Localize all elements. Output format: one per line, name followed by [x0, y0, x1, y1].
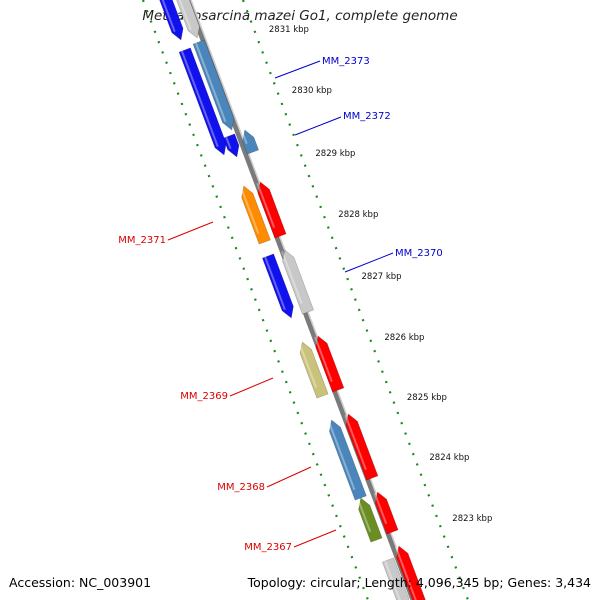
gene-arrow-blue[interactable] [178, 47, 227, 156]
gene-label-leader [266, 466, 312, 488]
gene-label[interactable]: MM_2370 [395, 248, 443, 259]
gene-label[interactable]: MM_2373 [322, 56, 370, 67]
gene-label-leader [229, 377, 274, 397]
gene-label-leader [167, 221, 214, 241]
ruler-left [141, 0, 370, 600]
kbp-tick-label: 2826 kbp [384, 333, 424, 343]
gene-label[interactable]: MM_2369 [180, 391, 228, 402]
gene-arrow-blue[interactable] [223, 133, 240, 158]
gene-arrow-grey[interactable] [174, 0, 200, 39]
gene-features [157, 0, 429, 600]
gene-arrow-red[interactable] [315, 335, 345, 393]
gene-arrow-blue[interactable] [262, 253, 294, 319]
kbp-tick-label: 2830 kbp [292, 86, 332, 96]
gene-arrow-highlight [264, 256, 286, 311]
gene-arrow-highlight [327, 420, 356, 491]
genome-stats-text: Topology: circular; Length: 4,096,345 bp… [247, 575, 591, 590]
ruler-right [241, 0, 470, 600]
gene-arrow-highlight [240, 130, 248, 145]
kbp-tick-label: 2829 kbp [315, 149, 355, 159]
gene-arrow-steelblue[interactable] [192, 39, 235, 131]
gene-arrow-red[interactable] [345, 413, 379, 481]
kbp-ticks: 2831 kbp 2830 kbp 2829 kbp 2828 kbp 2827 kbp… [269, 25, 492, 524]
gene-arrow-grey[interactable] [282, 249, 314, 315]
gene-arrow-highlight [225, 136, 232, 150]
gene-label[interactable]: MM_2372 [343, 111, 391, 122]
gene-arrow-highlight [280, 250, 303, 305]
gene-arrow-olive[interactable] [358, 497, 383, 543]
gene-arrow-highlight [298, 342, 318, 389]
kbp-tick-label: 2831 kbp [269, 25, 309, 35]
gene-arrow-highlight [239, 186, 260, 235]
gene-arrow-highlight [161, 0, 176, 33]
gene-label-leader [294, 116, 342, 136]
kbp-tick-label: 2827 kbp [362, 272, 402, 282]
gene-arrow-red[interactable] [257, 181, 287, 239]
gene-arrow-highlight [356, 498, 372, 533]
gene-arrow-highlight [180, 50, 219, 148]
map-title: Methanosarcina mazei Go1, complete genom… [142, 8, 458, 24]
ruler-dots [141, 0, 470, 600]
gene-label[interactable]: MM_2368 [217, 482, 265, 493]
gene-arrow-highlight [178, 0, 192, 31]
gene-arrow-highlight [344, 414, 367, 471]
gene-arrow-highlight [256, 182, 276, 229]
gene-arrow-highlight [394, 546, 417, 600]
gene-arrow-steelblue[interactable] [242, 129, 259, 155]
gene-arrow-orange[interactable] [241, 185, 271, 245]
kbp-tick-label: 2828 kbp [338, 210, 378, 220]
gene-arrow-highlight [314, 336, 333, 383]
gene-labels: MM_2373 MM_2372 MM_2371 MM_2370 MM_2369 MM_23… [118, 56, 442, 553]
gene-arrow-grey[interactable] [382, 557, 410, 600]
kbp-tick-label: 2825 kbp [407, 393, 447, 403]
kbp-tick-label: 2823 kbp [452, 514, 492, 524]
accession-text: Accession: NC_003901 [9, 575, 152, 590]
gene-arrow-highlight [194, 42, 227, 123]
kbp-tick-label: 2824 kbp [429, 453, 469, 463]
gene-label[interactable]: MM_2371 [118, 235, 166, 246]
gene-label-leader [293, 529, 337, 548]
gene-arrow-highlight [373, 492, 388, 525]
gene-arrow-khaki[interactable] [299, 341, 329, 399]
gene-label[interactable]: MM_2367 [244, 542, 292, 553]
gene-arrow-blue[interactable] [157, 0, 184, 41]
gene-label-leader [344, 252, 394, 273]
gene-label-leader [274, 60, 321, 79]
gene-arrow-highlight [384, 560, 401, 600]
gene-arrow-red[interactable] [396, 545, 429, 600]
gene-arrow-steelblue[interactable] [329, 419, 367, 501]
gene-arrow-red[interactable] [375, 491, 399, 535]
